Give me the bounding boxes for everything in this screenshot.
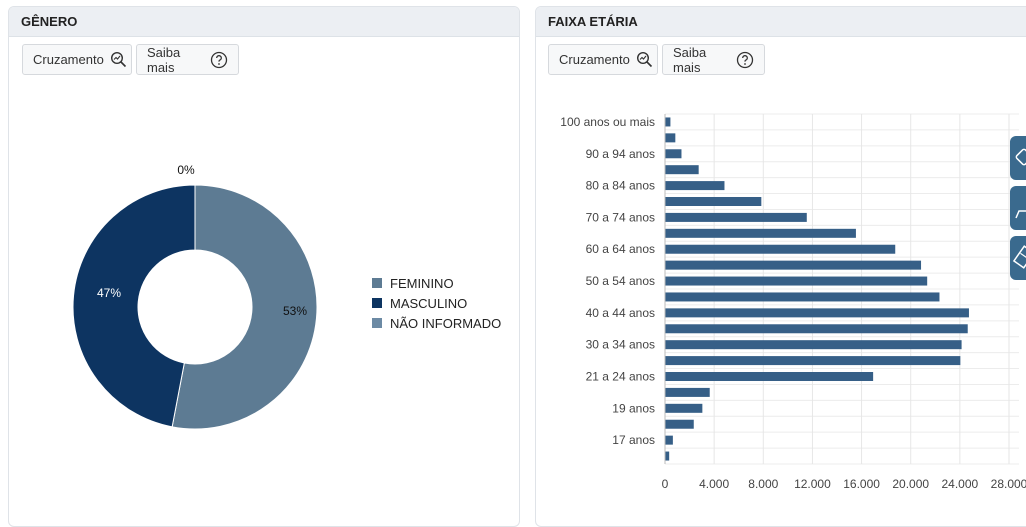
cruzamento-button[interactable]: Cruzamento [22,44,132,75]
bar[interactable] [665,197,762,206]
legend-label: NÃO INFORMADO [390,315,502,331]
side-tab-2[interactable] [1010,186,1026,230]
side-tab-1[interactable] [1010,136,1026,180]
x-tick-label: 12.000 [794,477,831,491]
bar[interactable] [665,435,673,445]
legend-label: MASCULINO [390,295,468,311]
side-tab-3[interactable] [1010,236,1026,280]
y-tick-label: 60 a 64 anos [586,242,655,256]
y-tick-label: 80 a 84 anos [586,179,655,193]
gender-legend: FEMININO MASCULINO NÃO INFORMADO [372,273,501,333]
magnifier-chart-icon [636,51,653,68]
bar[interactable] [665,292,940,302]
donut-slice-0[interactable] [171,184,318,430]
age-bar-chart: 0 4.000 8.000 12.000 16.000 20.000 24.000 28.00… [560,113,1026,491]
help-icon [210,51,228,69]
y-tick-label: 40 a 44 anos [586,306,655,320]
legend-swatch [372,278,382,288]
bar[interactable] [665,324,968,334]
x-tick-label: 28.000 [991,477,1026,491]
bar[interactable] [665,228,856,238]
y-tick-label: 70 a 74 anos [586,210,655,224]
y-tick-label: 100 anos ou mais [560,115,655,129]
x-tick-label: 4.000 [699,477,729,491]
y-tick-label: 30 a 34 anos [586,338,655,352]
slice-value-label: 47% [97,286,121,300]
bar[interactable] [665,340,962,350]
y-tick-label: 19 anos [612,401,655,415]
bar[interactable] [665,212,807,222]
legend-swatch [372,318,382,328]
cruzamento-label: Cruzamento [33,52,104,67]
chart-line-icon [1015,210,1026,219]
help-icon [736,51,754,69]
legend-item-masculino[interactable]: MASCULINO [372,293,501,313]
x-tick-label: 0 [662,477,669,491]
bar[interactable] [665,244,896,254]
bar[interactable] [665,165,699,175]
bar[interactable] [665,451,670,461]
bar[interactable] [665,387,710,397]
table-icon [1012,245,1026,269]
bar[interactable] [665,276,928,286]
bar[interactable] [665,372,874,381]
x-tick-label: 16.000 [843,477,880,491]
x-tick-label: 24.000 [942,477,979,491]
magnifier-chart-icon [110,51,127,68]
x-tick-label: 20.000 [892,477,929,491]
x-tick-label: 8.000 [748,477,778,491]
slice-value-label: 53% [283,304,307,318]
bar[interactable] [665,117,671,127]
cruzamento-label: Cruzamento [559,52,630,67]
bar[interactable] [665,181,725,191]
genero-title: GÊNERO [9,7,519,37]
y-tick-label: 17 anos [612,433,655,447]
faixa-etaria-title: FAIXA ETÁRIA [536,7,1026,37]
y-tick-label: 90 a 94 anos [586,147,655,161]
slice-value-label: 0% [177,163,195,177]
bar[interactable] [665,149,682,159]
donut-slice-1[interactable] [72,184,196,428]
tag-icon [1015,148,1026,166]
y-tick-label: 50 a 54 anos [586,274,655,288]
legend-item-nao-informado[interactable]: NÃO INFORMADO [372,313,501,333]
legend-label: FEMININO [390,275,454,291]
cruzamento-button[interactable]: Cruzamento [548,44,658,75]
bar[interactable] [665,260,922,270]
bar[interactable] [665,133,676,143]
saiba-mais-button[interactable]: Saiba mais [662,44,765,75]
bar[interactable] [665,419,694,429]
saiba-mais-label: Saiba mais [147,44,181,75]
bar[interactable] [665,308,969,318]
bar[interactable] [665,403,703,413]
legend-swatch [372,298,382,308]
saiba-mais-button[interactable]: Saiba mais [136,44,239,75]
gender-donut-chart: 53% 47% 0% [72,163,318,430]
saiba-mais-label: Saiba mais [673,44,707,75]
genero-panel: GÊNERO Cruzamento Saiba mais 53% 47% 0% FE… [8,6,520,527]
bar[interactable] [665,356,961,366]
y-tick-label: 21 a 24 anos [586,370,655,384]
legend-item-feminino[interactable]: FEMININO [372,273,501,293]
